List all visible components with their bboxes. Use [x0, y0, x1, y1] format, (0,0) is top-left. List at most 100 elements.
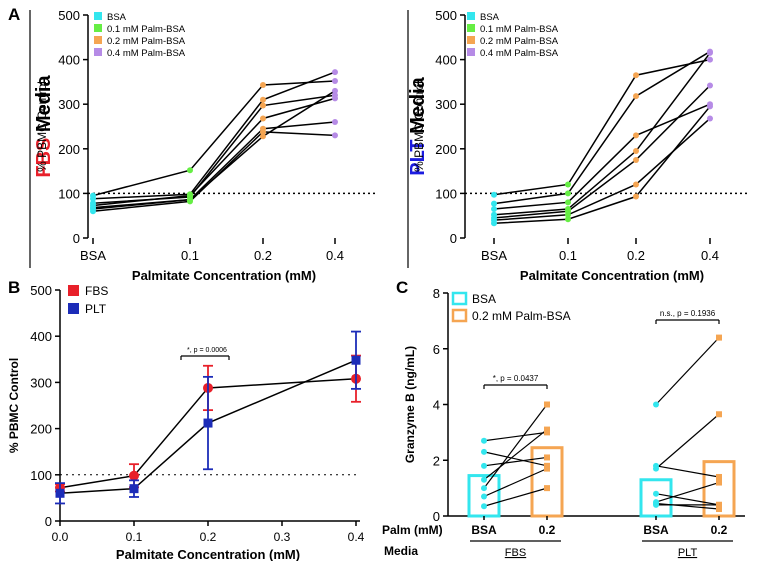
subject-line [92, 121, 336, 209]
y-tick-label: 200 [30, 422, 52, 437]
data-point-bsa [653, 465, 659, 472]
data-point [187, 167, 193, 174]
legend-swatch [467, 24, 475, 32]
legend-label: BSA [472, 292, 496, 306]
y-tick-label: 300 [58, 97, 80, 112]
data-point [260, 128, 266, 135]
data-point [707, 103, 713, 110]
y-tick-label: 0 [450, 231, 457, 246]
panel-label-b: B [8, 278, 20, 297]
subject-line [92, 94, 336, 204]
data-point-palm [716, 411, 722, 418]
x-tick-label: BSA [643, 523, 669, 537]
data-point-bsa [653, 501, 659, 508]
data-point [332, 87, 338, 94]
x-tick-label: BSA [471, 523, 497, 537]
x-tick-label: 0.4 [326, 248, 344, 263]
data-point [187, 198, 193, 205]
media-title-rest: Media [33, 75, 55, 138]
data-point-bsa [481, 448, 487, 455]
data-point [332, 95, 338, 102]
x-axis-label: Palmitate Concentration (mM) [520, 268, 704, 283]
data-point [90, 195, 96, 202]
series-line-plt [59, 359, 357, 495]
y-tick-label: 6 [433, 342, 440, 357]
y-tick-label: 300 [435, 97, 457, 112]
legend-swatch [467, 36, 475, 44]
panel-label-c: C [396, 278, 408, 297]
media-title: FBS Media [33, 75, 55, 178]
data-point [565, 181, 571, 188]
x-axis-label: Palmitate Concentration (mM) [116, 547, 300, 561]
subject-line [92, 97, 336, 207]
data-point-plt [129, 484, 139, 494]
legend-swatch [68, 303, 79, 314]
paired-line [483, 429, 548, 481]
paired-line [655, 481, 720, 503]
data-point-palm [716, 506, 722, 513]
x-tick-label: BSA [80, 248, 106, 263]
data-point [491, 220, 497, 227]
x-tick-label: 0.1 [181, 248, 199, 263]
legend-swatch [94, 24, 102, 32]
data-point [633, 93, 639, 100]
legend-swatch [467, 12, 475, 20]
data-point [260, 82, 266, 89]
data-point [707, 49, 713, 56]
y-tick-label: 300 [30, 375, 52, 390]
y-tick-label: 500 [435, 8, 457, 23]
data-point [633, 156, 639, 163]
data-point-bsa [481, 485, 487, 492]
y-tick-label: 2 [433, 453, 440, 468]
data-point-palm [544, 426, 550, 433]
paired-line [483, 487, 548, 507]
series-line-fbs [59, 377, 357, 489]
y-axis-label: % PBMC Control [412, 81, 426, 172]
x-tick-label: 0.1 [126, 530, 143, 544]
y-tick-label: 500 [58, 8, 80, 23]
data-point [565, 199, 571, 206]
y-axis-label: % PBMC Control [35, 81, 49, 172]
data-point [565, 190, 571, 197]
x-tick-label: 0.2 [627, 248, 645, 263]
media-title-bold: PLT [407, 139, 429, 175]
y-tick-label: 0 [45, 514, 52, 529]
data-point-palm [716, 334, 722, 341]
data-point [491, 206, 497, 213]
subject-line [493, 50, 711, 205]
data-point [707, 56, 713, 63]
x-tick-label: 0.2 [200, 530, 217, 544]
legend-swatch [94, 36, 102, 44]
significance-label: n.s., p = 0.1936 [660, 309, 716, 318]
paired-line [655, 337, 720, 405]
subject-line [493, 105, 711, 225]
data-point-plt [55, 488, 65, 498]
data-point [260, 115, 266, 122]
data-point [332, 119, 338, 126]
y-tick-label: 0 [433, 509, 440, 524]
x-axis-label: Palmitate Concentration (mM) [132, 268, 316, 283]
data-point [260, 102, 266, 109]
paired-line [483, 404, 548, 489]
x-tick-label: 0.0 [52, 530, 69, 544]
data-point-plt [351, 355, 361, 365]
data-point [565, 216, 571, 223]
y-tick-label: 100 [58, 186, 80, 201]
legend-swatch [94, 48, 102, 56]
data-point-bsa [481, 476, 487, 483]
legend-swatch [451, 291, 468, 306]
y-tick-label: 8 [433, 286, 440, 301]
significance-label: *, p = 0.0006 [187, 347, 227, 354]
y-tick-label: 0 [73, 231, 80, 246]
paired-line [655, 493, 720, 506]
y-tick-label: 4 [433, 398, 440, 413]
data-point [633, 132, 639, 139]
x-tick-label: 0.3 [274, 530, 291, 544]
legend-label: 0.2 mM Palm-BSA [107, 36, 186, 47]
x-tick-label: BSA [481, 248, 507, 263]
legend-label: BSA [480, 12, 500, 23]
x-tick-label: 0.2 [539, 523, 556, 537]
media-title-rest: Media [407, 76, 429, 139]
data-point [332, 132, 338, 139]
